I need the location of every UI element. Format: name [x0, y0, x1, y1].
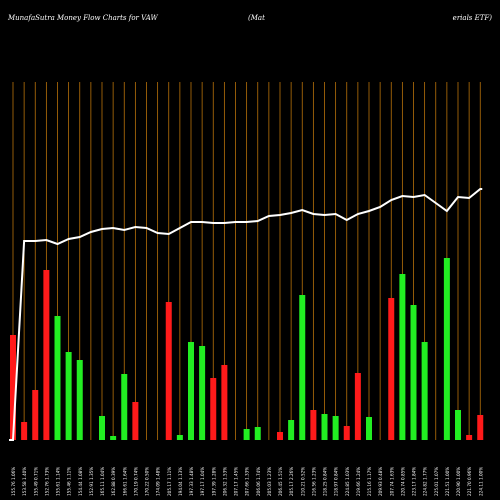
x-tick-label: 165.11 1.04%: [100, 467, 105, 496]
x-tick-label: 194.04 1.13%: [178, 467, 183, 496]
x-tick-label: 224.85 1.03%: [345, 467, 350, 496]
x-tick-label: 221.51 1.00%: [445, 467, 450, 496]
bar-green: [54, 316, 61, 440]
x-tick-label: 206.32 1.53%: [222, 467, 227, 496]
bar-red: [43, 270, 50, 440]
bar-red: [221, 365, 228, 440]
x-tick-label: 170.22 0.50%: [145, 467, 150, 496]
bar-green: [254, 427, 261, 440]
x-tick-label: 205.17 2.26%: [289, 467, 294, 496]
x-tick-label: 155.76 1.06%: [11, 467, 16, 496]
bar-green: [332, 416, 339, 440]
x-tick-label: 205.17 1.11%: [167, 467, 172, 496]
bar-green: [321, 414, 328, 440]
bar-green: [176, 435, 183, 440]
bar-red: [21, 422, 28, 440]
bar-green: [76, 360, 83, 440]
bar-green: [110, 436, 117, 440]
x-tick-label: 153.58 1.40%: [22, 467, 27, 496]
x-tick-label: 155.46 1.11%: [67, 467, 72, 496]
bar-green: [455, 410, 461, 440]
bar-red: [277, 432, 283, 440]
x-tick-label: 220.90 1.00%: [456, 467, 461, 496]
x-tick-label: 155.61 1.14%: [56, 467, 61, 496]
bar-green: [399, 274, 406, 440]
x-tick-label: 154.44 1.08%: [78, 467, 83, 496]
x-tick-label: 220.74 0.85%: [400, 467, 405, 496]
x-tick-label: 152.76 1.73%: [44, 467, 49, 496]
bar-red: [354, 373, 361, 440]
bar-green: [443, 258, 450, 440]
bar-red: [310, 410, 317, 440]
x-tick-label: 207.17 1.45%: [234, 467, 239, 496]
bar-green: [199, 346, 206, 440]
bar-red: [165, 302, 172, 440]
x-tick-label: 221.70 0.96%: [467, 467, 472, 496]
bar-green: [421, 342, 428, 440]
x-tick-label: 215.16 1.17%: [367, 467, 372, 496]
x-tick-label: 216.56 1.23%: [311, 467, 316, 496]
x-tick-label: 219.66 1.24%: [356, 467, 361, 496]
x-tick-label: 166.61 1.64%: [122, 467, 127, 496]
bar-green: [243, 429, 250, 440]
bar-red: [466, 435, 473, 440]
x-tick-label: 197.33 1.48%: [189, 467, 194, 496]
bar-red: [10, 335, 16, 440]
flow-line: [9, 188, 483, 441]
x-tick-label: 205.03 1.23%: [267, 467, 272, 496]
bar-green: [366, 417, 372, 440]
x-tick-label: 207.74 1.63%: [389, 467, 394, 496]
bar-green: [65, 352, 72, 440]
x-tick-label: 210.21 0.52%: [300, 467, 305, 496]
bar-green: [410, 305, 417, 440]
x-tick-label: 206.06 1.74%: [256, 467, 261, 496]
title-middle: (Mat: [248, 14, 265, 22]
x-tick-label: 206.45 1.51%: [278, 467, 283, 496]
x-tick-label: 155.49 0.71%: [33, 467, 38, 496]
x-tick-label: 207.66 1.33%: [245, 467, 250, 496]
bar-green: [188, 342, 194, 440]
x-tick-label: 224.11 1.00%: [478, 467, 483, 496]
bar-red: [477, 415, 484, 440]
bar-red: [210, 378, 217, 440]
chart-title: MunafaSutra Money Flow Charts for VAW (M…: [8, 14, 492, 28]
x-tick-label: 162.88 0.39%: [111, 467, 116, 496]
title-left: MunafaSutra Money Flow Charts for VAW: [8, 14, 158, 22]
x-tick-label: 174.09 1.48%: [156, 467, 161, 496]
bar-red: [388, 298, 395, 440]
bar-green: [299, 295, 306, 440]
x-tick-label: 218.97 0.84%: [334, 467, 339, 496]
title-right: erials ETF): [452, 14, 492, 22]
bar-green: [99, 416, 105, 440]
x-tick-label: 223.17 1.84%: [412, 467, 417, 496]
x-tick-label: 170.19 0.74%: [133, 467, 138, 496]
x-tick-label: 209.93 0.48%: [378, 467, 383, 496]
bar-green: [121, 374, 128, 440]
x-tick-label: 218.25 0.84%: [323, 467, 328, 496]
bar-red: [32, 390, 39, 440]
bar-green: [288, 420, 295, 440]
bar-red: [132, 402, 139, 440]
x-tick-label: 225.01 1.07%: [434, 467, 439, 496]
x-tick-label: 224.82 1.77%: [423, 467, 428, 496]
x-tick-label: 197.17 1.04%: [200, 467, 205, 496]
x-tick-label: 197.39 1.28%: [211, 467, 216, 496]
x-tick-label: 152.91 1.35%: [89, 467, 94, 496]
bar-red: [343, 426, 350, 440]
